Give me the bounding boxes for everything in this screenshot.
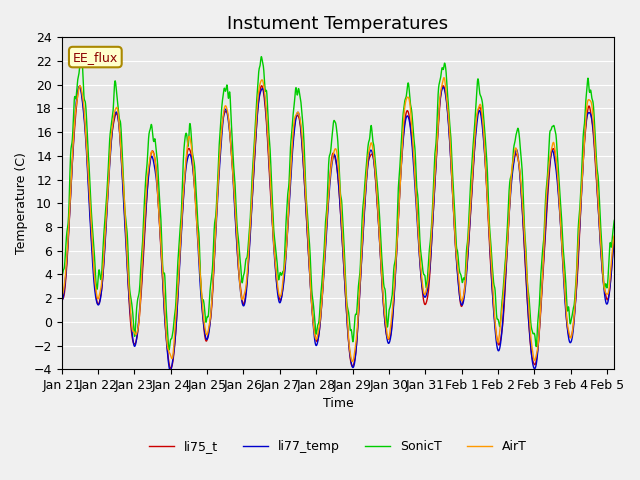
li75_t <box>611 234 618 240</box>
AirT <box>176 247 184 252</box>
Line: SonicT: SonicT <box>61 53 614 350</box>
AirT <box>611 232 618 238</box>
SonicT <box>392 245 400 251</box>
Line: AirT: AirT <box>61 78 614 361</box>
AirT <box>392 256 400 262</box>
li77_temp <box>392 258 400 264</box>
X-axis label: Time: Time <box>323 397 353 410</box>
SonicT <box>611 217 618 223</box>
li77_temp <box>611 238 618 243</box>
li75_t <box>212 217 220 223</box>
Legend: li75_t, li77_temp, SonicT, AirT: li75_t, li77_temp, SonicT, AirT <box>144 435 532 458</box>
li77_temp <box>212 219 220 225</box>
li77_temp <box>402 116 410 122</box>
li77_temp <box>166 368 174 373</box>
AirT <box>558 248 566 253</box>
li77_temp <box>76 84 83 89</box>
SonicT <box>558 229 566 235</box>
AirT <box>440 75 448 81</box>
li75_t <box>402 111 410 117</box>
SonicT <box>58 275 65 281</box>
Y-axis label: Temperature (C): Temperature (C) <box>15 152 28 254</box>
AirT <box>212 221 220 227</box>
li75_t <box>167 365 175 371</box>
AirT <box>349 359 356 364</box>
SonicT <box>402 95 410 101</box>
li75_t <box>258 83 266 89</box>
li77_temp <box>177 249 184 254</box>
li75_t <box>611 234 618 240</box>
Line: li75_t: li75_t <box>61 86 614 368</box>
Title: Instument Temperatures: Instument Temperatures <box>227 15 449 33</box>
li77_temp <box>58 298 65 304</box>
AirT <box>58 293 65 299</box>
li77_temp <box>558 251 566 256</box>
SonicT <box>611 217 618 223</box>
li77_temp <box>611 237 618 243</box>
SonicT <box>177 223 184 228</box>
SonicT <box>77 50 85 56</box>
li75_t <box>177 246 184 252</box>
SonicT <box>212 204 220 210</box>
Line: li77_temp: li77_temp <box>61 86 614 371</box>
AirT <box>402 98 410 104</box>
li75_t <box>392 257 400 263</box>
li75_t <box>58 296 65 302</box>
AirT <box>611 232 618 238</box>
SonicT <box>165 347 173 353</box>
li75_t <box>558 248 566 254</box>
Text: EE_flux: EE_flux <box>73 50 118 63</box>
